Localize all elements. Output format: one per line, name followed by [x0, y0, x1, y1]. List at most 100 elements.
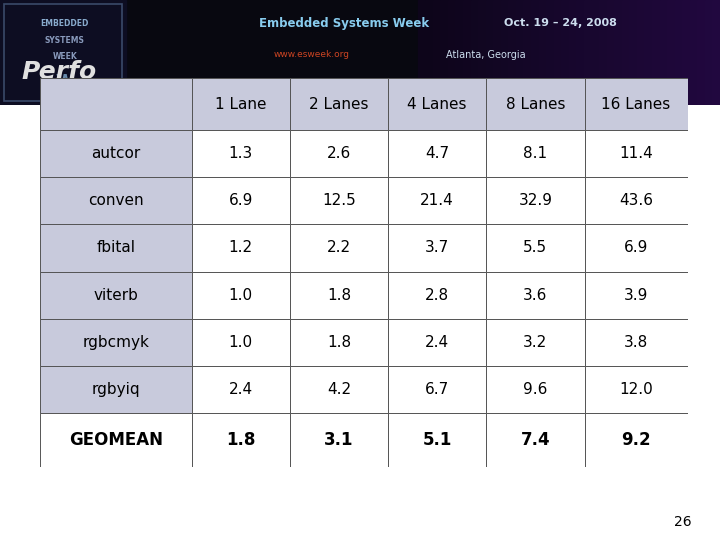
Bar	[675, 0, 682, 105]
Bar	[486, 78, 585, 130]
Text: 4.7: 4.7	[426, 146, 449, 161]
Text: WEEK: WEEK	[53, 52, 77, 62]
Bar	[485, 0, 493, 105]
Text: 5.5: 5.5	[523, 240, 547, 255]
Bar	[606, 0, 614, 105]
Text: 9.6: 9.6	[523, 382, 548, 397]
Bar	[486, 413, 585, 467]
Bar	[418, 0, 425, 105]
Text: 2.4: 2.4	[426, 335, 449, 350]
Text: autcor: autcor	[91, 146, 140, 161]
Bar	[667, 0, 675, 105]
Bar	[486, 319, 585, 366]
Bar	[585, 78, 688, 130]
Text: 3.8: 3.8	[624, 335, 648, 350]
Bar	[40, 413, 192, 467]
Text: 1.3: 1.3	[229, 146, 253, 161]
Bar	[585, 177, 688, 225]
Bar	[569, 0, 577, 105]
Text: 2.4: 2.4	[229, 382, 253, 397]
Bar	[388, 413, 486, 467]
Text: 2.2: 2.2	[327, 240, 351, 255]
Text: 7.4: 7.4	[521, 431, 550, 449]
Text: rgbcmyk: rgbcmyk	[82, 335, 149, 350]
Bar	[584, 0, 591, 105]
Text: GEOMEAN: GEOMEAN	[68, 431, 163, 449]
Bar	[463, 0, 471, 105]
Bar	[585, 413, 688, 467]
Text: Embedded Systems Week: Embedded Systems Week	[259, 17, 429, 30]
Bar	[388, 366, 486, 413]
Bar	[192, 366, 290, 413]
Bar	[388, 319, 486, 366]
Bar	[644, 0, 652, 105]
Bar	[192, 225, 290, 272]
Text: 26: 26	[674, 515, 691, 529]
Text: 16 Lanes: 16 Lanes	[601, 97, 670, 112]
Text: 12.5: 12.5	[322, 193, 356, 208]
Bar	[192, 272, 290, 319]
Bar	[40, 366, 192, 413]
Text: 3.2: 3.2	[523, 335, 547, 350]
Bar	[440, 0, 448, 105]
Bar	[486, 272, 585, 319]
Text: 2.6: 2.6	[327, 146, 351, 161]
Text: 21.4: 21.4	[420, 193, 454, 208]
Bar	[683, 0, 690, 105]
Text: W: W	[55, 73, 74, 91]
Bar	[486, 130, 585, 177]
Bar	[433, 0, 440, 105]
Bar	[577, 0, 584, 105]
Bar	[290, 130, 388, 177]
Text: 43.6: 43.6	[619, 193, 653, 208]
Text: 2 Lanes: 2 Lanes	[310, 97, 369, 112]
Bar	[585, 225, 688, 272]
Bar	[478, 0, 485, 105]
Bar	[585, 366, 688, 413]
Bar	[192, 78, 290, 130]
Text: 1.8: 1.8	[327, 288, 351, 302]
Bar	[290, 413, 388, 467]
Text: 6.7: 6.7	[425, 382, 449, 397]
Bar	[290, 272, 388, 319]
Text: 11.4: 11.4	[619, 146, 653, 161]
Bar	[290, 78, 388, 130]
Text: 3.7: 3.7	[425, 240, 449, 255]
Bar	[531, 0, 539, 105]
Text: 3.6: 3.6	[523, 288, 548, 302]
Bar	[0, 0, 126, 105]
Bar	[705, 0, 712, 105]
Text: 6.9: 6.9	[229, 193, 253, 208]
Bar	[388, 78, 486, 130]
Bar	[614, 0, 621, 105]
Bar	[508, 0, 516, 105]
Bar	[486, 177, 585, 225]
Bar	[599, 0, 606, 105]
Text: Perfo: Perfo	[22, 59, 96, 84]
Text: 1.8: 1.8	[327, 335, 351, 350]
Text: 4 Lanes: 4 Lanes	[408, 97, 467, 112]
Bar	[4, 4, 122, 101]
Bar	[585, 319, 688, 366]
Text: 4.2: 4.2	[327, 382, 351, 397]
Bar	[636, 0, 644, 105]
Text: 1.8: 1.8	[226, 431, 256, 449]
Bar	[192, 177, 290, 225]
Bar	[652, 0, 660, 105]
Bar	[562, 0, 569, 105]
Bar	[290, 319, 388, 366]
Text: www.esweek.org: www.esweek.org	[274, 50, 350, 59]
Text: 12.0: 12.0	[619, 382, 653, 397]
Bar	[448, 0, 455, 105]
Text: 3.1: 3.1	[324, 431, 354, 449]
Bar	[585, 130, 688, 177]
Text: 5.1: 5.1	[423, 431, 452, 449]
Text: 1.0: 1.0	[229, 288, 253, 302]
Text: 1 Lane: 1 Lane	[215, 97, 266, 112]
Bar	[516, 0, 523, 105]
Bar	[40, 130, 192, 177]
Bar	[425, 0, 433, 105]
Text: 1.2: 1.2	[229, 240, 253, 255]
Text: 1.0: 1.0	[229, 335, 253, 350]
Text: SYSTEMS: SYSTEMS	[45, 36, 85, 44]
